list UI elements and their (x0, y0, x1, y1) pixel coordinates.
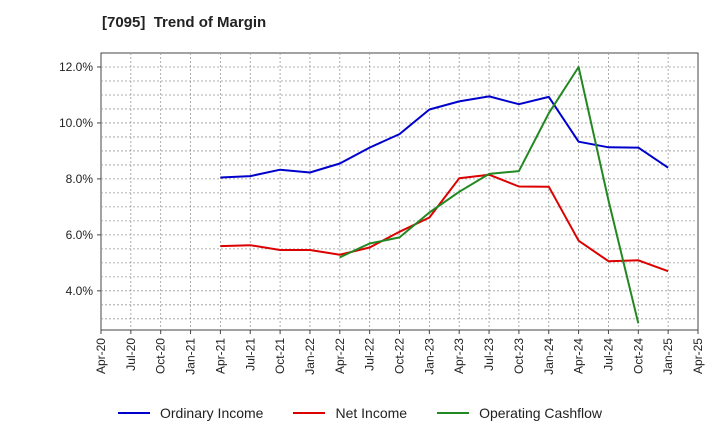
series-line-net-income (220, 173, 669, 273)
x-tick-label: Apr-25 (691, 338, 705, 374)
x-tick-label: Jan-22 (303, 338, 317, 375)
x-tick-label: Jul-22 (363, 338, 377, 371)
x-tick-label: Jan-24 (542, 338, 556, 375)
legend-item-net-income: Net Income (293, 405, 407, 421)
legend-label: Net Income (335, 405, 408, 421)
legend-label: Ordinary Income (159, 405, 264, 421)
y-tick-label: 8.0% (66, 172, 94, 186)
legend-swatch (117, 412, 150, 414)
x-tick-label: Jul-20 (124, 338, 138, 371)
series-line-operating-cashflow (339, 66, 640, 324)
x-tick-label: Oct-21 (273, 338, 287, 374)
x-tick-label: Oct-23 (512, 338, 526, 374)
series-line-ordinary-income (220, 95, 669, 179)
legend-swatch (437, 412, 470, 414)
x-tick-label: Apr-22 (333, 338, 347, 374)
x-tick-label: Jan-21 (184, 338, 198, 375)
y-tick-label: 12.0% (59, 60, 93, 74)
grid-layer (101, 53, 698, 330)
x-tick-label: Apr-24 (572, 338, 586, 374)
legend-item-operating-cashflow: Operating Cashflow (437, 405, 602, 421)
axis-layer: 4.0% 6.0% 8.0% 10.0% 12.0% Apr-20 Jul-20 Oct-20… (59, 60, 705, 375)
chart-title: [7095] Trend of Margin (102, 14, 267, 31)
y-tick-label: 4.0% (66, 284, 94, 298)
plot-area (100, 52, 699, 331)
legend-swatch (293, 412, 326, 414)
x-tick-label: Apr-21 (213, 338, 227, 374)
y-tick-label: 6.0% (66, 228, 94, 242)
x-tick-label: Apr-23 (452, 338, 466, 374)
series-layer (220, 66, 669, 324)
x-tick-label: Jul-23 (482, 338, 496, 371)
legend-label: Operating Cashflow (479, 405, 603, 421)
x-tick-label: Oct-20 (154, 338, 168, 374)
x-tick-label: Jan-23 (422, 338, 436, 375)
x-tick-label: Oct-22 (393, 338, 407, 374)
legend-item-ordinary-income: Ordinary Income (117, 405, 264, 421)
y-tick-label: 10.0% (59, 116, 93, 130)
x-tick-label: Oct-24 (631, 338, 645, 374)
legend: Ordinary Income Net Income Operating Cashf… (0, 405, 720, 421)
x-tick-label: Apr-20 (94, 338, 108, 374)
x-tick-label: Jan-25 (661, 338, 675, 375)
x-tick-label: Jul-21 (243, 338, 257, 371)
x-tick-label: Jul-24 (601, 338, 615, 371)
